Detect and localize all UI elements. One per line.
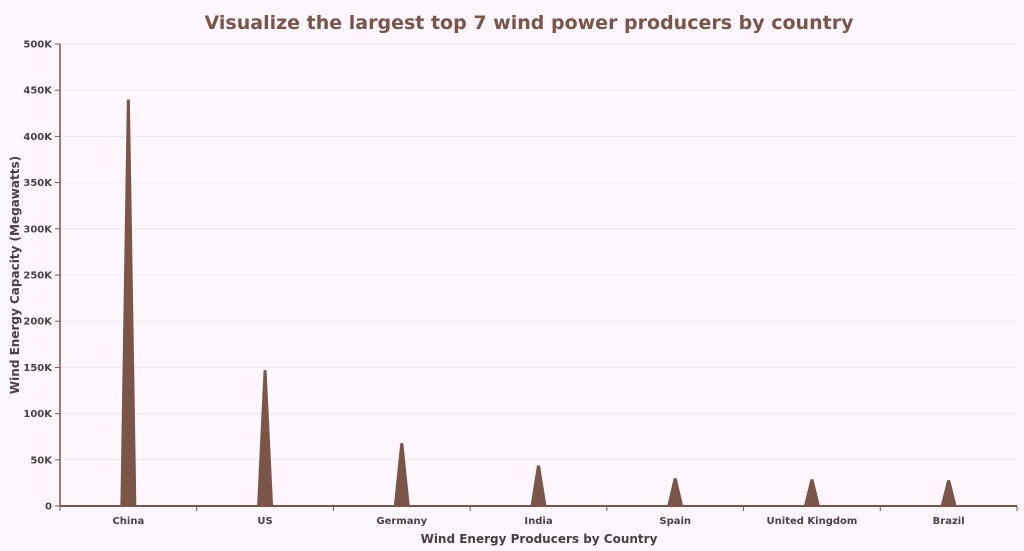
y-tick-label: 500K — [23, 40, 53, 51]
y-tick-label: 400K — [23, 132, 53, 143]
x-axis-title: Wind Energy Producers by Country — [421, 532, 658, 546]
y-tick-label: 350K — [23, 178, 53, 189]
x-tick-label: Germany — [376, 516, 427, 527]
bar-china — [120, 99, 137, 506]
bar-india — [530, 465, 547, 506]
x-tick-label: Brazil — [933, 516, 965, 527]
bar-germany — [393, 443, 410, 506]
y-tick-label: 200K — [23, 317, 53, 328]
x-tick-label: China — [112, 516, 144, 527]
chart-title: Visualize the largest top 7 wind power p… — [205, 12, 855, 34]
bar-spain — [667, 478, 684, 506]
y-tick-label: 150K — [23, 363, 53, 374]
y-tick-label: 250K — [23, 271, 53, 282]
x-tick-label: United Kingdom — [767, 516, 858, 527]
y-tick-label: 450K — [23, 86, 53, 97]
y-tick-label: 50K — [30, 455, 53, 466]
bar-brazil — [940, 480, 957, 506]
x-tick-label: Spain — [659, 516, 691, 527]
y-axis-title: Wind Energy Capacity (Megawatts) — [8, 156, 22, 394]
y-tick-label: 0 — [45, 502, 52, 513]
bar-united-kingdom — [803, 479, 820, 506]
y-tick-label: 100K — [23, 409, 53, 420]
y-tick-label: 300K — [23, 224, 53, 235]
bar-us — [257, 370, 274, 506]
x-tick-label: US — [257, 516, 272, 527]
x-tick-label: India — [524, 516, 552, 527]
